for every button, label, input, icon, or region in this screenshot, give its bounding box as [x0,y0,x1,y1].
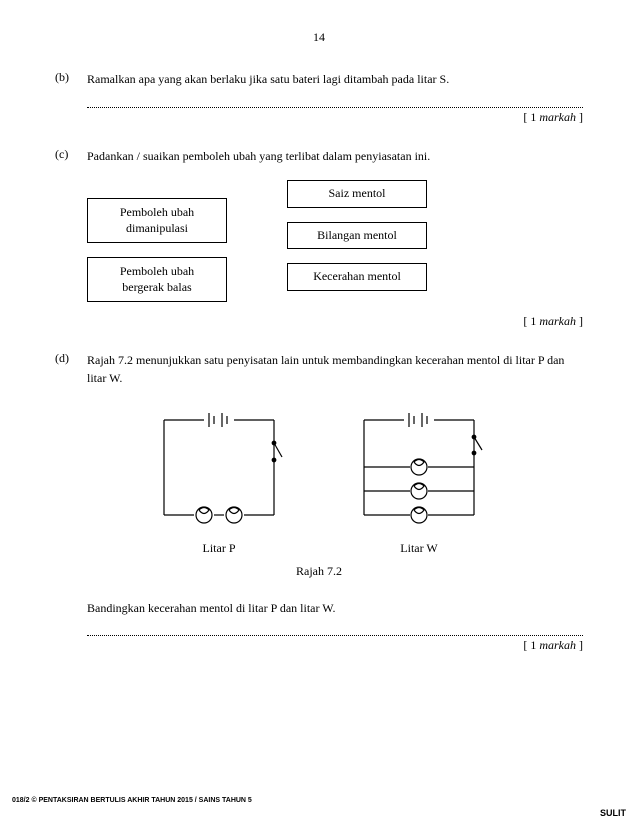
match-left-box-1[interactable]: Pemboleh ubahdimanipulasi [87,198,227,243]
match-right-box-3[interactable]: Kecerahan mentol [287,263,427,291]
marks-d: [ 1 markah ] [55,638,583,653]
question-d: (d) Rajah 7.2 menunjukkan satu penyisata… [55,351,583,653]
answer-line-b[interactable] [87,94,583,108]
match-left-col: Pemboleh ubahdimanipulasi Pemboleh ubahb… [87,198,227,302]
answer-line-d[interactable] [87,622,583,636]
circuit-w: Litar W [344,405,494,556]
page-number: 14 [55,30,583,45]
q-b-label: (b) [55,70,79,88]
circuit-w-svg [344,405,494,535]
circuit-p-label: Litar P [144,541,294,556]
q-b-text: Ramalkan apa yang akan berlaku jika satu… [87,70,583,88]
match-right-col: Saiz mentol Bilangan mentol Kecerahan me… [287,180,427,302]
q-c-text: Padankan / suaikan pemboleh ubah yang te… [87,147,583,165]
match-area: Pemboleh ubahdimanipulasi Pemboleh ubahb… [87,180,583,302]
marks-c: [ 1 markah ] [55,314,583,329]
marks-b: [ 1 markah ] [55,110,583,125]
question-c: (c) Padankan / suaikan pemboleh ubah yan… [55,147,583,329]
q-c-label: (c) [55,147,79,165]
circuit-diagrams: Litar P [55,405,583,556]
circuit-p-svg [144,405,294,535]
match-left-box-2[interactable]: Pemboleh ubahbergerak balas [87,257,227,302]
compare-text: Bandingkan kecerahan mentol di litar P d… [87,601,583,616]
figure-label: Rajah 7.2 [55,564,583,579]
footer-left: 018/2 © PENTAKSIRAN BERTULIS AKHIR TAHUN… [12,797,252,804]
question-b: (b) Ramalkan apa yang akan berlaku jika … [55,70,583,125]
match-right-box-2[interactable]: Bilangan mentol [287,222,427,250]
circuit-p: Litar P [144,405,294,556]
match-right-box-1[interactable]: Saiz mentol [287,180,427,208]
q-d-label: (d) [55,351,79,387]
q-d-text: Rajah 7.2 menunjukkan satu penyisatan la… [87,351,583,387]
circuit-w-label: Litar W [344,541,494,556]
footer-right: SULIT [600,808,626,818]
